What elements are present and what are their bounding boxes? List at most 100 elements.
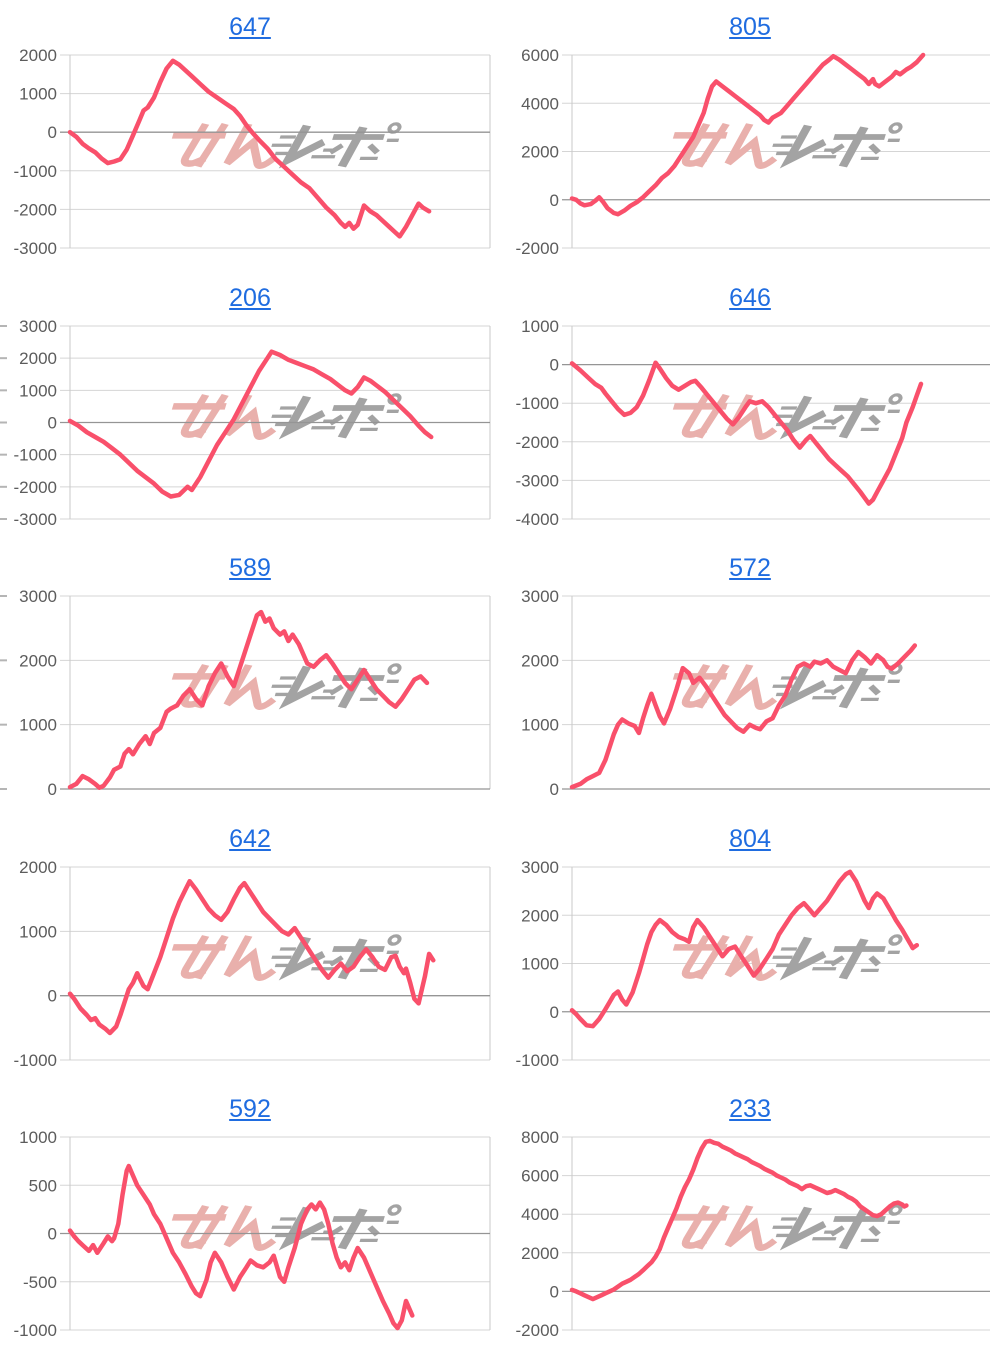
y-axis-tick-label: 2000: [19, 858, 57, 877]
chart-title-wrap: 206: [0, 284, 500, 313]
chart-title-wrap: 805: [500, 13, 1000, 42]
minrepo-watermark: [665, 395, 905, 438]
y-axis-tick-label: -1000: [516, 394, 559, 413]
minrepo-watermark: [164, 395, 404, 438]
y-axis-tick-label: -2000: [516, 239, 559, 258]
y-axis-tick-label: 2000: [521, 652, 559, 671]
chart-cell: 646 1000 0 -1000 -2000 -3000 -4000: [500, 271, 1000, 542]
y-axis-tick-label: 0: [550, 1283, 559, 1302]
y-axis-tick-label: 0: [48, 413, 57, 432]
chart-title-link[interactable]: 233: [729, 1095, 771, 1124]
slump-line: [67, 610, 430, 791]
chart-cell: 572 3000 2000 1000 0: [500, 541, 1000, 812]
y-axis-tick-label: 4000: [521, 94, 559, 113]
slump-graph: 8000 6000 4000 2000 0 -2000: [516, 1128, 990, 1340]
chart-cell: 206 3000 2000 1000 0 -1000 -2000 -3000: [0, 271, 500, 542]
chart-title-link[interactable]: 589: [229, 554, 271, 583]
minrepo-watermark: [164, 124, 404, 167]
slump-line: [67, 349, 434, 499]
slump-line: [67, 58, 432, 239]
y-axis-tick-label: 3000: [19, 317, 57, 336]
y-axis-tick-label: -2000: [516, 1321, 559, 1340]
minrepo-watermark: [164, 936, 404, 979]
y-axis-tick-label: 1000: [521, 954, 559, 973]
y-axis-tick-label: 1000: [19, 716, 57, 735]
y-axis-tick-label: -4000: [516, 510, 559, 529]
y-axis-tick-label: 6000: [521, 1167, 559, 1186]
chart-cell: 804 3000 2000 1000 0 -1000: [500, 812, 1000, 1083]
y-axis-tick-label: -3000: [516, 471, 559, 490]
chart-cell: 589 3000 2000 1000 0: [0, 541, 500, 812]
chart-title-link[interactable]: 646: [729, 283, 771, 312]
y-axis-tick-label: 0: [550, 191, 559, 210]
slump-line: [67, 878, 436, 1036]
y-axis-tick-label: 2000: [19, 652, 57, 671]
slump-line: [569, 360, 924, 506]
y-axis-tick-label: 6000: [521, 46, 559, 65]
y-axis-tick-label: 0: [48, 123, 57, 142]
y-axis-tick-label: -1000: [14, 445, 57, 464]
slump-graph: 2000 1000 0 -1000: [14, 858, 491, 1070]
chart-title-wrap: 647: [0, 13, 500, 42]
y-axis-tick-label: -2000: [14, 200, 57, 219]
slump-line: [67, 1164, 415, 1331]
chart-title-link[interactable]: 647: [229, 13, 271, 41]
chart-title-wrap: 804: [500, 825, 1000, 854]
chart-cell: 647 2000 1000 0 -1000 -2000 -3000: [0, 0, 500, 271]
y-axis-tick-label: -1000: [14, 162, 57, 181]
y-axis-tick-label: 8000: [521, 1128, 559, 1147]
slump-graph: 3000 2000 1000 0 -1000 -2000 -3000: [0, 317, 491, 529]
y-axis-tick-label: -1000: [516, 1051, 559, 1070]
y-axis-tick-label: 1000: [19, 85, 57, 104]
slump-graph: 2000 1000 0 -1000 -2000 -3000: [14, 46, 491, 258]
y-axis-tick-label: 2000: [19, 349, 57, 368]
y-axis-tick-label: 2000: [521, 1244, 559, 1263]
chart-title-link[interactable]: 572: [729, 554, 771, 583]
chart-title-wrap: 646: [500, 284, 1000, 313]
y-axis-tick-label: 3000: [521, 587, 559, 606]
y-axis-tick-label: -2000: [516, 432, 559, 451]
y-axis-tick-label: 3000: [19, 587, 57, 606]
minrepo-watermark: [665, 936, 905, 979]
slump-graph: 3000 2000 1000 0 -1000: [516, 858, 990, 1070]
y-axis-tick-label: 2000: [19, 46, 57, 65]
y-axis-tick-label: 0: [550, 355, 559, 374]
y-axis-tick-label: 0: [48, 1225, 57, 1244]
slump-graph: 3000 2000 1000 0: [521, 587, 990, 799]
chart-title-wrap: 233: [500, 1095, 1000, 1124]
slump-graph: 3000 2000 1000 0: [0, 587, 491, 799]
y-axis-tick-label: 0: [550, 780, 559, 799]
y-axis-tick-label: -2000: [14, 477, 57, 496]
slump-graph: 1000 500 0 -500 -1000: [14, 1128, 491, 1340]
y-axis-tick-label: 1000: [19, 1128, 57, 1147]
chart-cell: 592 1000 500 0 -500 -1000: [0, 1082, 500, 1353]
minrepo-watermark: [665, 665, 905, 708]
chart-title-link[interactable]: 592: [229, 1095, 271, 1124]
y-axis-tick-label: -500: [23, 1273, 57, 1292]
slump-line: [569, 643, 918, 790]
y-axis-tick-label: 1000: [521, 317, 559, 336]
chart-title-link[interactable]: 805: [729, 13, 771, 41]
y-axis-tick-label: -1000: [14, 1051, 57, 1070]
chart-title-wrap: 642: [0, 825, 500, 854]
slump-line: [569, 52, 926, 217]
y-axis-tick-label: -1000: [14, 1321, 57, 1340]
chart-title-wrap: 589: [0, 554, 500, 583]
chart-title-link[interactable]: 804: [729, 824, 771, 853]
slump-line: [569, 869, 920, 1029]
slump-graph: 1000 0 -1000 -2000 -3000 -4000: [516, 317, 990, 529]
chart-title-link[interactable]: 206: [229, 283, 271, 312]
chart-cell: 642 2000 1000 0 -1000: [0, 812, 500, 1083]
y-axis-tick-label: 2000: [521, 906, 559, 925]
y-axis-tick-label: 1000: [19, 922, 57, 941]
chart-title-wrap: 592: [0, 1095, 500, 1124]
y-axis-tick-label: 0: [48, 986, 57, 1005]
y-axis-tick-label: 0: [550, 1003, 559, 1022]
y-axis-tick-label: 2000: [521, 143, 559, 162]
y-axis-tick-label: 1000: [521, 716, 559, 735]
chart-cell: 805 6000 4000 2000 0 -2000: [500, 0, 1000, 271]
slump-graph: 6000 4000 2000 0 -2000: [516, 46, 990, 258]
chart-title-link[interactable]: 642: [229, 824, 271, 853]
y-axis-tick-label: 3000: [521, 858, 559, 877]
